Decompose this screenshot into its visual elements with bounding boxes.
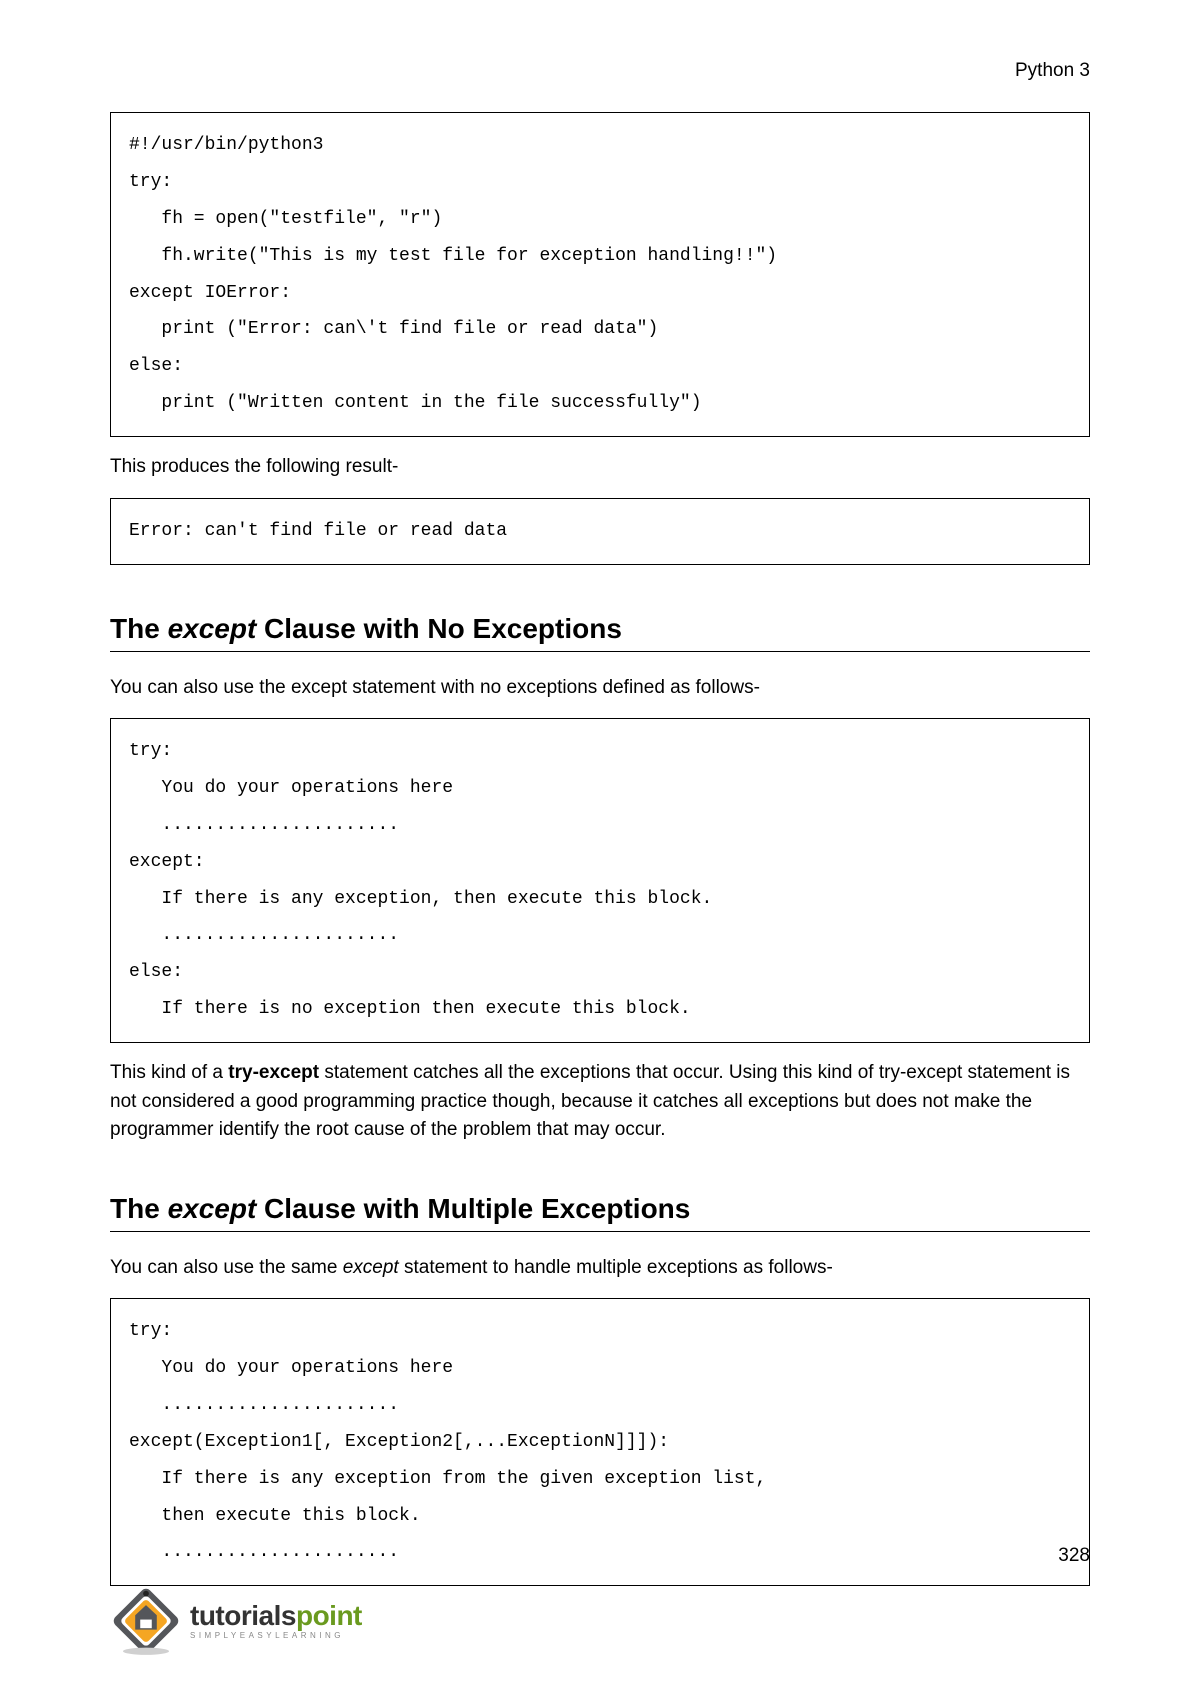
heading-text-italic: except — [168, 613, 257, 644]
code-block-1: #!/usr/bin/python3 try: fh = open("testf… — [110, 112, 1090, 437]
header-label: Python 3 — [110, 60, 1090, 82]
paragraph-multiple-exceptions-intro: You can also use the same except stateme… — [110, 1254, 1090, 1283]
para3-bold: try-except — [228, 1062, 319, 1083]
heading2-pre: The — [110, 1193, 168, 1224]
logo-subtitle: SIMPLYEASYLEARNING — [190, 1631, 362, 1640]
code-block-4: try: You do your operations here .......… — [110, 1298, 1090, 1586]
tutorialspoint-logo: tutorialspoint SIMPLYEASYLEARNING — [110, 1585, 362, 1657]
logo-diamond-icon — [110, 1585, 182, 1657]
para4-italic: except — [343, 1257, 399, 1278]
logo-text-dark: tutorials — [190, 1600, 296, 1631]
heading-except-multiple-exceptions: The except Clause with Multiple Exceptio… — [110, 1193, 1090, 1232]
heading2-italic: except — [168, 1193, 257, 1224]
paragraph-result-intro: This produces the following result- — [110, 453, 1090, 482]
logo-text-wrap: tutorialspoint SIMPLYEASYLEARNING — [190, 1602, 362, 1640]
page-container: Python 3 #!/usr/bin/python3 try: fh = op… — [0, 0, 1200, 1586]
heading-text-post: Clause with No Exceptions — [256, 613, 622, 644]
para4-pre: You can also use the same — [110, 1257, 343, 1278]
logo-text-green: point — [296, 1600, 362, 1631]
logo-text: tutorialspoint — [190, 1602, 362, 1630]
code-block-3: try: You do your operations here .......… — [110, 718, 1090, 1043]
heading-text-pre: The — [110, 613, 168, 644]
paragraph-no-exceptions-intro: You can also use the except statement wi… — [110, 674, 1090, 703]
heading-except-no-exceptions: The except Clause with No Exceptions — [110, 613, 1090, 652]
paragraph-try-except-note: This kind of a try-except statement catc… — [110, 1059, 1090, 1145]
code-block-output: Error: can't find file or read data — [110, 498, 1090, 565]
heading2-post: Clause with Multiple Exceptions — [256, 1193, 690, 1224]
page-number: 328 — [1058, 1545, 1090, 1567]
para3-pre: This kind of a — [110, 1062, 228, 1083]
para4-post: statement to handle multiple exceptions … — [399, 1257, 833, 1278]
